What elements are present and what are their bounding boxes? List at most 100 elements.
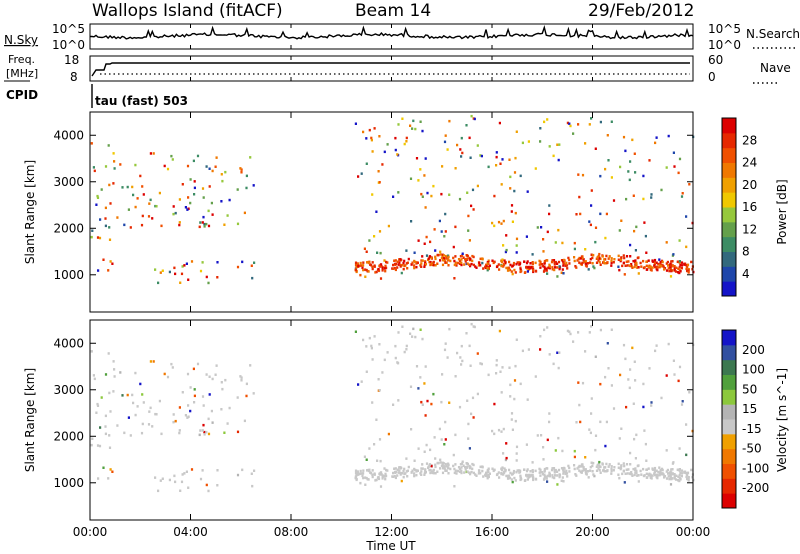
data-cell bbox=[539, 335, 542, 338]
data-cell bbox=[557, 436, 560, 440]
data-cell bbox=[403, 350, 406, 354]
data-cell bbox=[430, 464, 433, 468]
x-tick-label: 12:00 bbox=[374, 525, 409, 539]
data-cell bbox=[619, 373, 622, 377]
data-cell bbox=[688, 183, 691, 186]
data-cell bbox=[550, 468, 554, 472]
data-cell bbox=[187, 486, 190, 489]
data-cell bbox=[588, 331, 591, 334]
data-cell bbox=[534, 269, 537, 273]
colorbar-swatch bbox=[722, 419, 736, 435]
data-cell bbox=[181, 265, 184, 268]
data-cell bbox=[636, 464, 639, 468]
data-cell bbox=[654, 470, 657, 474]
data-cell bbox=[667, 134, 670, 138]
data-cell bbox=[445, 261, 448, 264]
data-cell bbox=[680, 266, 683, 270]
data-cell bbox=[659, 468, 662, 472]
data-cell bbox=[670, 477, 673, 480]
data-cell bbox=[193, 186, 196, 190]
data-cell bbox=[672, 151, 675, 154]
data-cell bbox=[617, 254, 620, 258]
data-cell bbox=[678, 365, 682, 369]
data-cell bbox=[629, 243, 632, 247]
data-cell bbox=[410, 471, 413, 474]
data-cell bbox=[651, 266, 654, 269]
data-cell bbox=[126, 185, 129, 189]
data-cell bbox=[564, 264, 567, 268]
data-cell bbox=[607, 159, 610, 162]
data-cell bbox=[104, 165, 108, 168]
data-cell bbox=[407, 465, 410, 469]
data-cell bbox=[245, 186, 248, 190]
data-cell bbox=[460, 469, 463, 472]
y-tick-label: 2000 bbox=[53, 429, 84, 443]
data-cell bbox=[362, 476, 365, 480]
data-cell bbox=[541, 264, 544, 268]
data-cell bbox=[199, 429, 202, 432]
data-cell bbox=[678, 265, 681, 269]
data-cell bbox=[178, 429, 181, 432]
data-cell bbox=[354, 330, 357, 333]
data-cell bbox=[171, 366, 174, 369]
data-cell bbox=[511, 428, 514, 431]
data-cell bbox=[466, 191, 469, 194]
data-cell bbox=[100, 188, 103, 191]
data-cell bbox=[461, 359, 464, 363]
data-cell bbox=[152, 152, 155, 155]
data-cell bbox=[443, 259, 446, 262]
data-cell bbox=[633, 152, 636, 155]
data-cell bbox=[491, 221, 494, 225]
data-cell bbox=[497, 428, 501, 432]
data-cell bbox=[370, 346, 373, 350]
data-cell bbox=[512, 469, 516, 473]
data-cell bbox=[359, 472, 362, 475]
data-cell bbox=[460, 471, 463, 475]
data-cell bbox=[532, 477, 535, 480]
data-cell bbox=[617, 473, 620, 476]
data-cell bbox=[557, 158, 560, 162]
data-cell bbox=[479, 257, 482, 261]
data-cell bbox=[675, 266, 678, 269]
data-cell bbox=[439, 467, 442, 470]
data-cell bbox=[686, 477, 689, 481]
data-cell bbox=[686, 471, 690, 475]
data-cell bbox=[661, 472, 664, 475]
data-cell bbox=[649, 475, 652, 478]
data-cell bbox=[201, 221, 204, 224]
freq-right-tick-bottom: 0 bbox=[708, 70, 716, 84]
data-cell bbox=[456, 143, 459, 147]
x-tick-label: 16:00 bbox=[475, 525, 510, 539]
data-cell bbox=[470, 322, 473, 326]
data-cell bbox=[519, 478, 522, 482]
data-cell bbox=[413, 472, 416, 475]
data-cell bbox=[566, 267, 569, 270]
data-cell bbox=[573, 241, 576, 245]
data-cell bbox=[239, 375, 242, 378]
data-cell bbox=[216, 484, 219, 487]
data-cell bbox=[565, 261, 568, 265]
data-cell bbox=[562, 264, 565, 267]
data-cell bbox=[429, 448, 432, 452]
data-cell bbox=[655, 267, 658, 271]
data-cell bbox=[668, 477, 671, 481]
data-cell bbox=[207, 281, 210, 285]
data-cell bbox=[354, 122, 357, 125]
data-cell bbox=[109, 260, 112, 263]
data-cell bbox=[411, 127, 414, 130]
data-cell bbox=[645, 260, 648, 263]
data-cell bbox=[680, 261, 684, 264]
data-cell bbox=[447, 466, 450, 469]
data-cell bbox=[205, 483, 208, 487]
data-cell bbox=[510, 204, 514, 207]
data-cell bbox=[448, 401, 451, 404]
data-cell bbox=[397, 471, 400, 474]
data-cell bbox=[377, 267, 380, 271]
data-cell bbox=[210, 201, 213, 205]
data-cell bbox=[680, 472, 684, 475]
data-cell bbox=[492, 261, 495, 265]
data-cell bbox=[680, 195, 684, 198]
data-cell bbox=[584, 264, 588, 267]
